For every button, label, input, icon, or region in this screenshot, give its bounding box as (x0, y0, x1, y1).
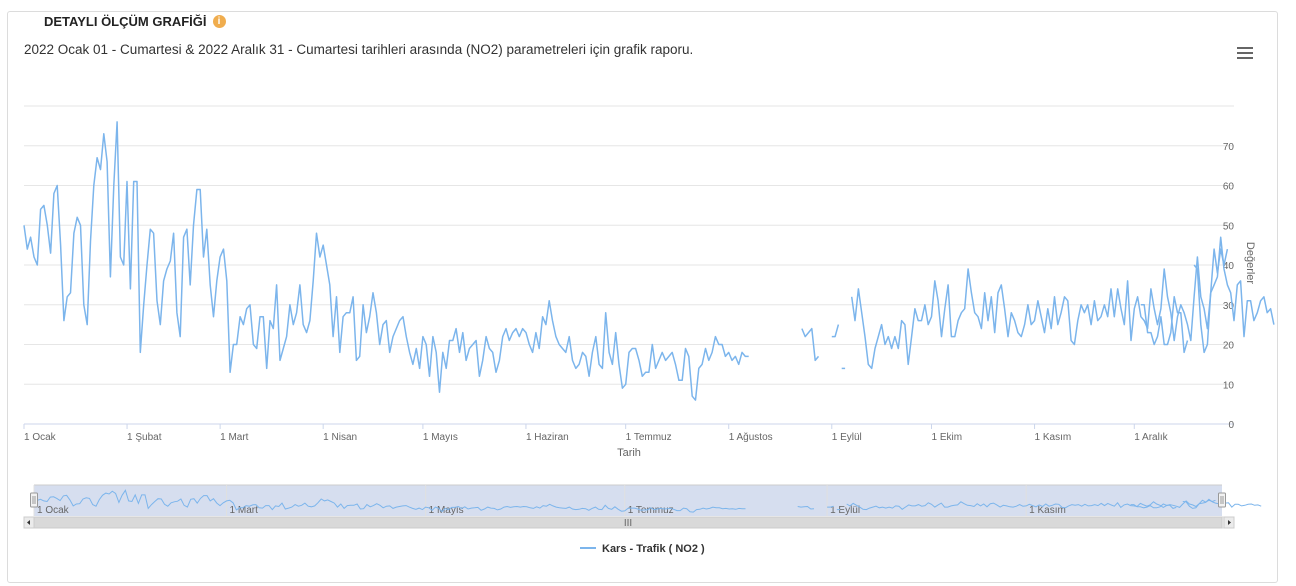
x-tick-label: 1 Haziran (526, 432, 569, 443)
panel-title: DETAYLI ÖLÇÜM GRAFİĞİ (44, 14, 207, 29)
navigator-series-line (827, 505, 834, 508)
x-tick-label: 1 Mayıs (423, 432, 458, 443)
x-tick-label: 1 Temmuz (626, 432, 672, 443)
navigator-series-line (846, 498, 1262, 511)
panel-title-bar: DETAYLI ÖLÇÜM GRAFİĞİ i (38, 14, 234, 29)
navigator-series-line (33, 489, 746, 513)
x-tick-label: 1 Eylül (832, 432, 862, 443)
legend-item-label[interactable]: Kars - Trafik ( NO2 ) (602, 543, 705, 555)
navigator-tick-label: 1 Mayıs (429, 505, 464, 516)
scrollbar-grip: III (624, 518, 632, 529)
navigator-series-line (1130, 503, 1177, 509)
series-line-segment (23, 121, 749, 401)
x-tick-label: 1 Mart (220, 432, 249, 443)
series-line-segment (1193, 248, 1229, 354)
x-tick-label: 1 Ekim (932, 432, 963, 443)
series-line-segment (850, 236, 1275, 370)
hamburger-menu-icon[interactable] (1237, 47, 1253, 60)
y-tick-label: 60 (1223, 182, 1235, 193)
navigator[interactable]: 1 Ocak 1 Mart 1 Mayıs 1 Temmuz 1 Eylül 1 Kası… (23, 484, 1262, 529)
y-tick-label: 10 (1223, 380, 1235, 391)
y-tick-label: 50 (1223, 221, 1235, 232)
y-tick-label: 40 (1223, 261, 1235, 272)
navigator-tick-label: 1 Eylül (830, 505, 860, 516)
info-icon[interactable]: i (212, 15, 226, 28)
arrow-right-icon (1228, 520, 1231, 525)
x-tick-label: 1 Kasım (1035, 432, 1072, 443)
y-axis-title: Değerler (1244, 242, 1256, 285)
y-tick-label: 20 (1223, 341, 1235, 352)
y-tick-label: 70 (1223, 142, 1235, 153)
navigator-tick-label: 1 Ocak (37, 505, 70, 516)
series-line-segment (801, 327, 820, 362)
series-line-segment (831, 324, 840, 338)
chart-subtitle: 2022 Ocak 01 - Cumartesi & 2022 Aralık 3… (24, 42, 694, 57)
x-tick-label: 1 Nisan (323, 432, 357, 443)
arrow-left-icon (27, 520, 30, 525)
navigator-tick-label: 1 Kasım (1029, 505, 1066, 516)
navigator-right-handle[interactable] (1218, 492, 1226, 508)
y-tick-label: 0 (1228, 420, 1234, 431)
series-line-segment (1140, 296, 1189, 354)
navigator-tick-label: 1 Temmuz (628, 505, 674, 516)
x-tick-label: 1 Şubat (127, 432, 162, 443)
x-tick-label: 1 Ocak (24, 432, 57, 443)
navigator-series-line (797, 505, 815, 510)
y-tick-label: 30 (1223, 301, 1235, 312)
x-tick-label: 1 Ağustos (729, 432, 773, 443)
navigator-left-handle[interactable] (30, 492, 38, 508)
navigator-series-line (1182, 499, 1216, 509)
chart-panel: DETAYLI ÖLÇÜM GRAFİĞİ i (7, 11, 1278, 583)
navigator-selection-mask[interactable] (34, 485, 1222, 516)
x-axis-title: Tarih (617, 447, 641, 459)
chart-legend[interactable]: Kars - Trafik ( NO2 ) (580, 543, 705, 555)
navigator-tick-label: 1 Mart (230, 505, 259, 516)
x-tick-label: 1 Aralık (1134, 432, 1168, 443)
